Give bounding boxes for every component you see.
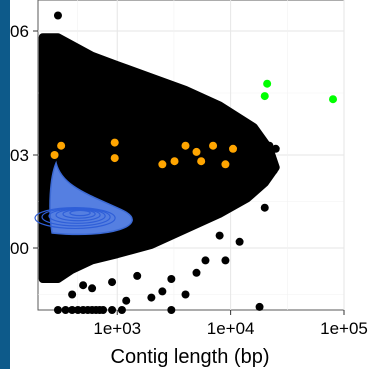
outlier-point <box>113 82 122 91</box>
outlier-point <box>95 67 104 76</box>
outlier-point <box>221 256 230 265</box>
x-tick-label: 1e+03 <box>93 319 141 338</box>
density-contour-line <box>69 209 91 217</box>
outlier-point <box>122 296 131 305</box>
outlier-point <box>61 306 70 314</box>
orange-point <box>229 144 238 153</box>
orange-point <box>50 151 59 159</box>
outlier-point <box>108 278 117 287</box>
outlier-point <box>167 306 176 314</box>
outlier-point <box>88 284 97 293</box>
orange-point <box>170 157 179 166</box>
outlier-point <box>271 144 280 153</box>
green-point <box>329 95 338 104</box>
green-point <box>260 92 269 101</box>
outlier-point <box>79 281 88 290</box>
orange-point <box>181 141 190 150</box>
outlier-point <box>158 287 167 296</box>
y-tick-label: 00 <box>10 239 29 258</box>
outlier-point <box>147 293 156 302</box>
y-tick-labels: 06 03 00 <box>10 22 38 258</box>
x-tick-label: 1e+04 <box>207 319 255 338</box>
y-tick-label: 06 <box>10 22 29 41</box>
outlier-point <box>53 11 62 20</box>
orange-point <box>110 138 119 147</box>
density-contours <box>34 160 133 236</box>
outlier-point <box>181 290 190 299</box>
points-layer <box>50 11 338 314</box>
outlier-point <box>255 302 264 311</box>
outlier-point <box>133 271 142 280</box>
outlier-point <box>235 237 244 246</box>
outlier-point <box>201 256 210 265</box>
outlier-point <box>108 306 117 314</box>
outlier-point <box>260 203 269 212</box>
x-axis-title: Contig length (bp) <box>111 346 270 368</box>
left-edge-strip <box>0 0 10 369</box>
outlier-point <box>126 89 135 97</box>
outlier-point <box>99 306 108 314</box>
outlier-point <box>265 141 274 150</box>
outlier-point <box>269 166 278 175</box>
outlier-point <box>167 275 176 283</box>
x-tick-label: 1e+05 <box>320 319 368 338</box>
outlier-point <box>68 290 77 299</box>
orange-point <box>192 147 201 156</box>
orange-point <box>57 141 66 150</box>
outlier-point <box>215 231 224 240</box>
orange-point <box>110 154 119 163</box>
outlier-point <box>147 101 156 110</box>
outlier-point <box>68 306 77 314</box>
orange-point <box>197 157 206 166</box>
density-contour-outer <box>49 160 133 236</box>
orange-point <box>158 160 167 169</box>
orange-point <box>221 160 230 169</box>
x-tick-labels: 1e+03 1e+04 1e+05 <box>93 310 368 338</box>
green-point <box>263 79 272 88</box>
y-tick-label: 03 <box>10 146 29 165</box>
outlier-point <box>192 268 201 277</box>
outlier-point <box>117 306 126 314</box>
orange-point <box>209 141 218 150</box>
outlier-point <box>53 306 62 314</box>
outlier-point <box>235 126 244 135</box>
